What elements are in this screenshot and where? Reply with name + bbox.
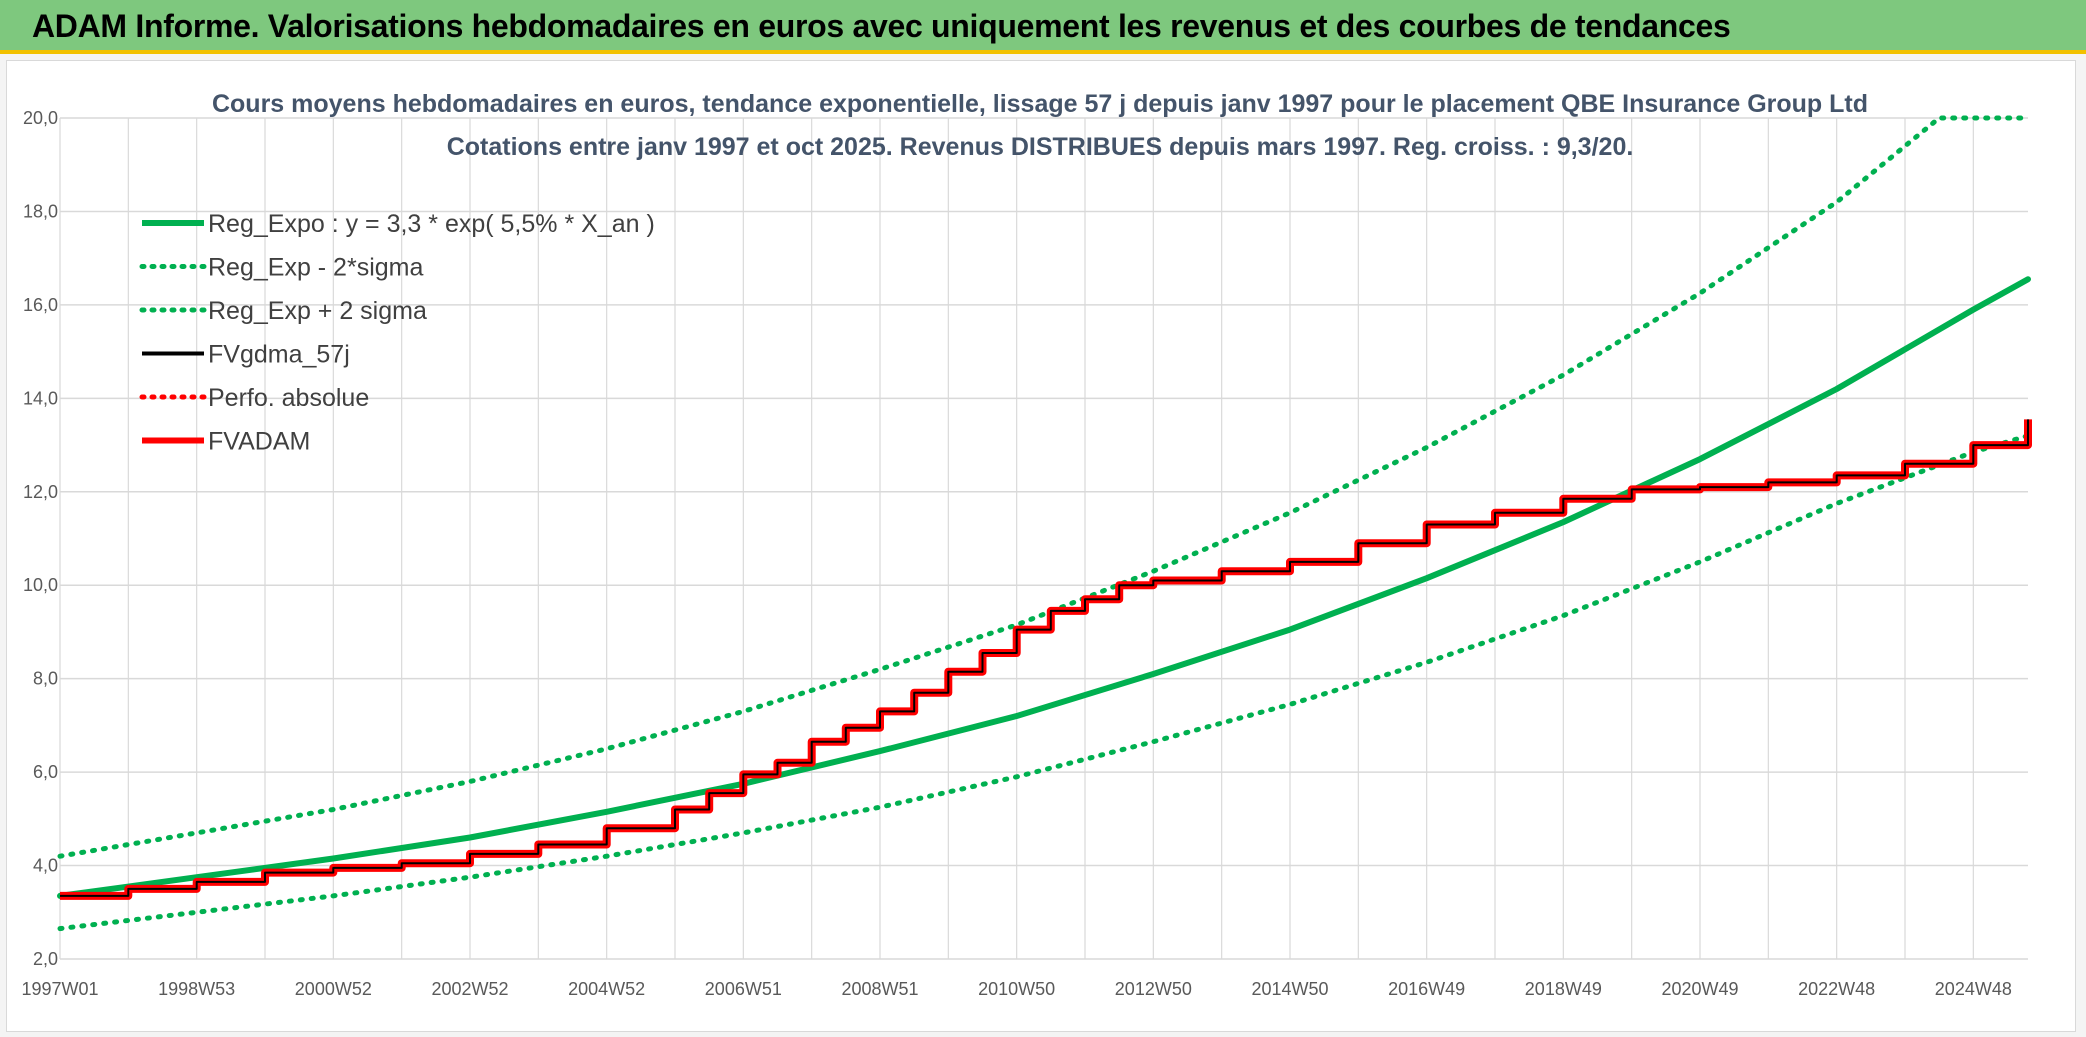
series-fvgdma-57j [60,419,2029,897]
series-fvadam [60,419,2032,900]
x-tick-label: 2018W49 [1525,979,1602,999]
legend-label: Perfo. absolue [208,384,369,412]
legend-label: FVgdma_57j [208,341,350,369]
x-tick-label: 1998W53 [158,979,235,999]
legend-label: FVADAM [208,428,310,456]
y-tick-label: 14,0 [23,388,58,408]
legend: Reg_Expo : y = 3,3 * exp( 5,5% * X_an ) R… [139,210,655,456]
legend-label: Reg_Exp - 2*sigma [208,254,423,282]
x-axis: 1997W01 1998W53 2000W52 2002W52 2004W52 2006W… [21,979,2011,999]
y-tick-label: 18,0 [23,201,58,221]
legend-item: FVgdma_57j [142,341,350,369]
chart-title: Cours moyens hebdomadaires en euros, ten… [212,90,1868,118]
x-tick-label: 1997W01 [21,979,98,999]
x-tick-label: 2016W49 [1388,979,1465,999]
series-reg-exp-minus [57,433,2031,932]
x-tick-label: 2014W50 [1251,979,1328,999]
x-tick-label: 2002W52 [431,979,508,999]
series-lines [57,115,2032,932]
series-reg-expo [57,276,2031,899]
x-tick-label: 2000W52 [295,979,372,999]
x-tick-label: 2006W51 [705,979,782,999]
y-tick-label: 20,0 [23,108,58,128]
report-banner: ADAM Informe. Valorisations hebdomadaire… [0,0,2086,54]
x-tick-label: 2020W49 [1661,979,1738,999]
legend-label: Reg_Exp + 2 sigma [208,297,427,325]
x-tick-label: 2008W51 [841,979,918,999]
y-tick-label: 16,0 [23,295,58,315]
y-tick-label: 12,0 [23,482,58,502]
legend-item: FVADAM [142,428,310,456]
y-tick-label: 10,0 [23,575,58,595]
x-tick-label: 2012W50 [1115,979,1192,999]
chart-subtitle: Cotations entre janv 1997 et oct 2025. R… [447,133,1634,161]
legend-item: Reg_Expo : y = 3,3 * exp( 5,5% * X_an ) [142,210,655,238]
grid-lines [59,117,2028,960]
x-tick-label: 2024W48 [1935,979,2012,999]
legend-item: Reg_Exp - 2*sigma [139,254,423,282]
x-tick-label: 2010W50 [978,979,1055,999]
y-axis: 2,0 4,0 6,0 8,0 10,0 12,0 14,0 16,0 18,0 20,0 [23,108,58,969]
x-tick-label: 2022W48 [1798,979,1875,999]
x-tick-label: 2004W52 [568,979,645,999]
legend-item: Reg_Exp + 2 sigma [139,297,427,325]
banner-title: ADAM Informe. Valorisations hebdomadaire… [32,8,1731,44]
legend-item: Perfo. absolue [139,384,369,412]
y-tick-label: 6,0 [33,762,58,782]
legend-label: Reg_Expo : y = 3,3 * exp( 5,5% * X_an ) [208,210,655,238]
y-tick-label: 4,0 [33,856,58,876]
y-tick-label: 2,0 [33,949,58,969]
y-tick-label: 8,0 [33,669,58,689]
